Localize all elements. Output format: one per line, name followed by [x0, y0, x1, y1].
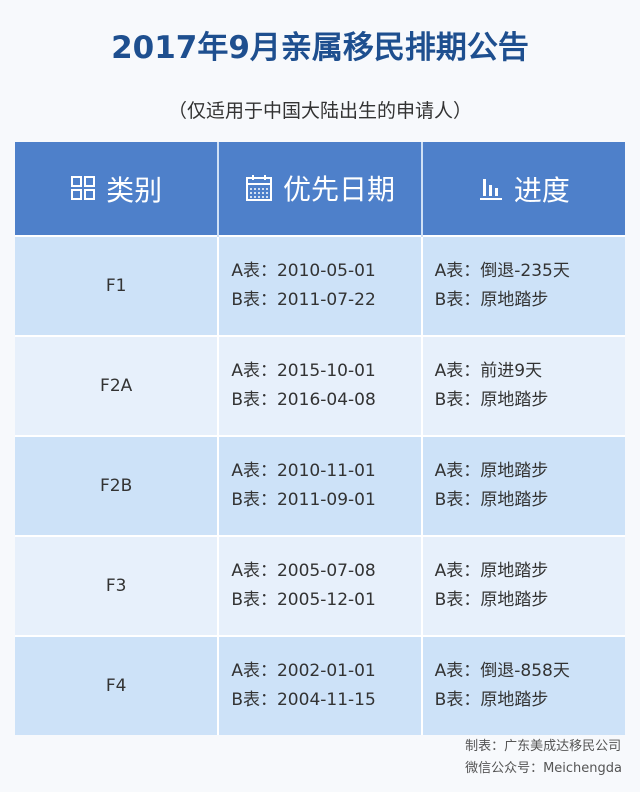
- footer: 制表：广东美成达移民公司 微信公众号：Meichengda: [465, 736, 622, 780]
- b-date: B表：2005-12-01: [231, 590, 376, 610]
- priority-date-cell: A表：2010-11-01 B表：2011-09-01: [218, 435, 423, 536]
- a-date: A表：2010-11-01: [231, 461, 376, 481]
- bar-chart-icon: [478, 175, 504, 208]
- progress-cell: A表：前进9天 B表：原地踏步: [421, 335, 625, 436]
- category-cell: F4: [15, 635, 220, 735]
- header-progress: 进度: [421, 142, 625, 236]
- visa-bulletin-table: 类别 优先日期 进度 F1 A表：2010-05-01 B表：2011-07-22…: [15, 142, 625, 735]
- progress-cell: A表：倒退-858天 B表：原地踏步: [421, 635, 625, 735]
- category-cell: F2B: [15, 435, 220, 536]
- category-cell: F2A: [15, 335, 220, 436]
- a-progress: A表：原地踏步: [434, 461, 549, 481]
- a-progress: A表：前进9天: [434, 361, 543, 381]
- b-date: B表：2016-04-08: [231, 390, 376, 410]
- category-cell: F1: [15, 235, 220, 336]
- b-date: B表：2004-11-15: [231, 690, 376, 710]
- progress-cell: A表：倒退-235天 B表：原地踏步: [421, 235, 625, 336]
- calendar-icon: [245, 174, 273, 209]
- b-progress: B表：原地踏步: [434, 690, 549, 710]
- header-priority-date: 优先日期: [218, 142, 423, 236]
- b-progress: B表：原地踏步: [434, 490, 549, 510]
- category-cell: F3: [15, 535, 220, 636]
- subtitle: （仅适用于中国大陆出生的申请人）: [167, 100, 472, 122]
- priority-date-cell: A表：2005-07-08 B表：2005-12-01: [218, 535, 423, 636]
- priority-date-cell: A表：2015-10-01 B表：2016-04-08: [218, 335, 423, 436]
- table-row: F4 A表：2002-01-01 B表：2004-11-15 A表：倒退-858天…: [15, 635, 625, 735]
- table-row: F3 A表：2005-07-08 B表：2005-12-01 A表：原地踏步 B表：…: [15, 535, 625, 636]
- a-date: A表：2005-07-08: [231, 561, 376, 581]
- header-category: 类别: [15, 142, 220, 236]
- b-progress: B表：原地踏步: [434, 290, 549, 310]
- a-date: A表：2015-10-01: [231, 361, 376, 381]
- b-progress: B表：原地踏步: [434, 590, 549, 610]
- footer-wechat: 微信公众号：Meichengda: [465, 761, 622, 776]
- progress-cell: A表：原地踏步 B表：原地踏步: [421, 535, 625, 636]
- table-row: F2B A表：2010-11-01 B表：2011-09-01 A表：原地踏步 B表…: [15, 435, 625, 536]
- table-header: 类别 优先日期 进度: [15, 142, 625, 236]
- a-progress: A表：倒退-858天: [434, 661, 570, 681]
- table-row: F2A A表：2015-10-01 B表：2016-04-08 A表：前进9天 B表…: [15, 335, 625, 436]
- b-date: B表：2011-07-22: [231, 290, 376, 310]
- b-date: B表：2011-09-01: [231, 490, 376, 510]
- page-title: 2017年9月亲属移民排期公告: [111, 30, 529, 66]
- progress-cell: A表：原地踏步 B表：原地踏步: [421, 435, 625, 536]
- priority-date-cell: A表：2010-05-01 B表：2011-07-22: [218, 235, 423, 336]
- a-progress: A表：倒退-235天: [434, 261, 570, 281]
- a-date: A表：2010-05-01: [231, 261, 376, 281]
- a-progress: A表：原地踏步: [434, 561, 549, 581]
- footer-maker: 制表：广东美成达移民公司: [465, 739, 622, 754]
- table-row: F1 A表：2010-05-01 B表：2011-07-22 A表：倒退-235天…: [15, 235, 625, 336]
- a-date: A表：2002-01-01: [231, 661, 376, 681]
- b-progress: B表：原地踏步: [434, 390, 549, 410]
- priority-date-cell: A表：2002-01-01 B表：2004-11-15: [218, 635, 423, 735]
- grid-icon: [70, 175, 96, 208]
